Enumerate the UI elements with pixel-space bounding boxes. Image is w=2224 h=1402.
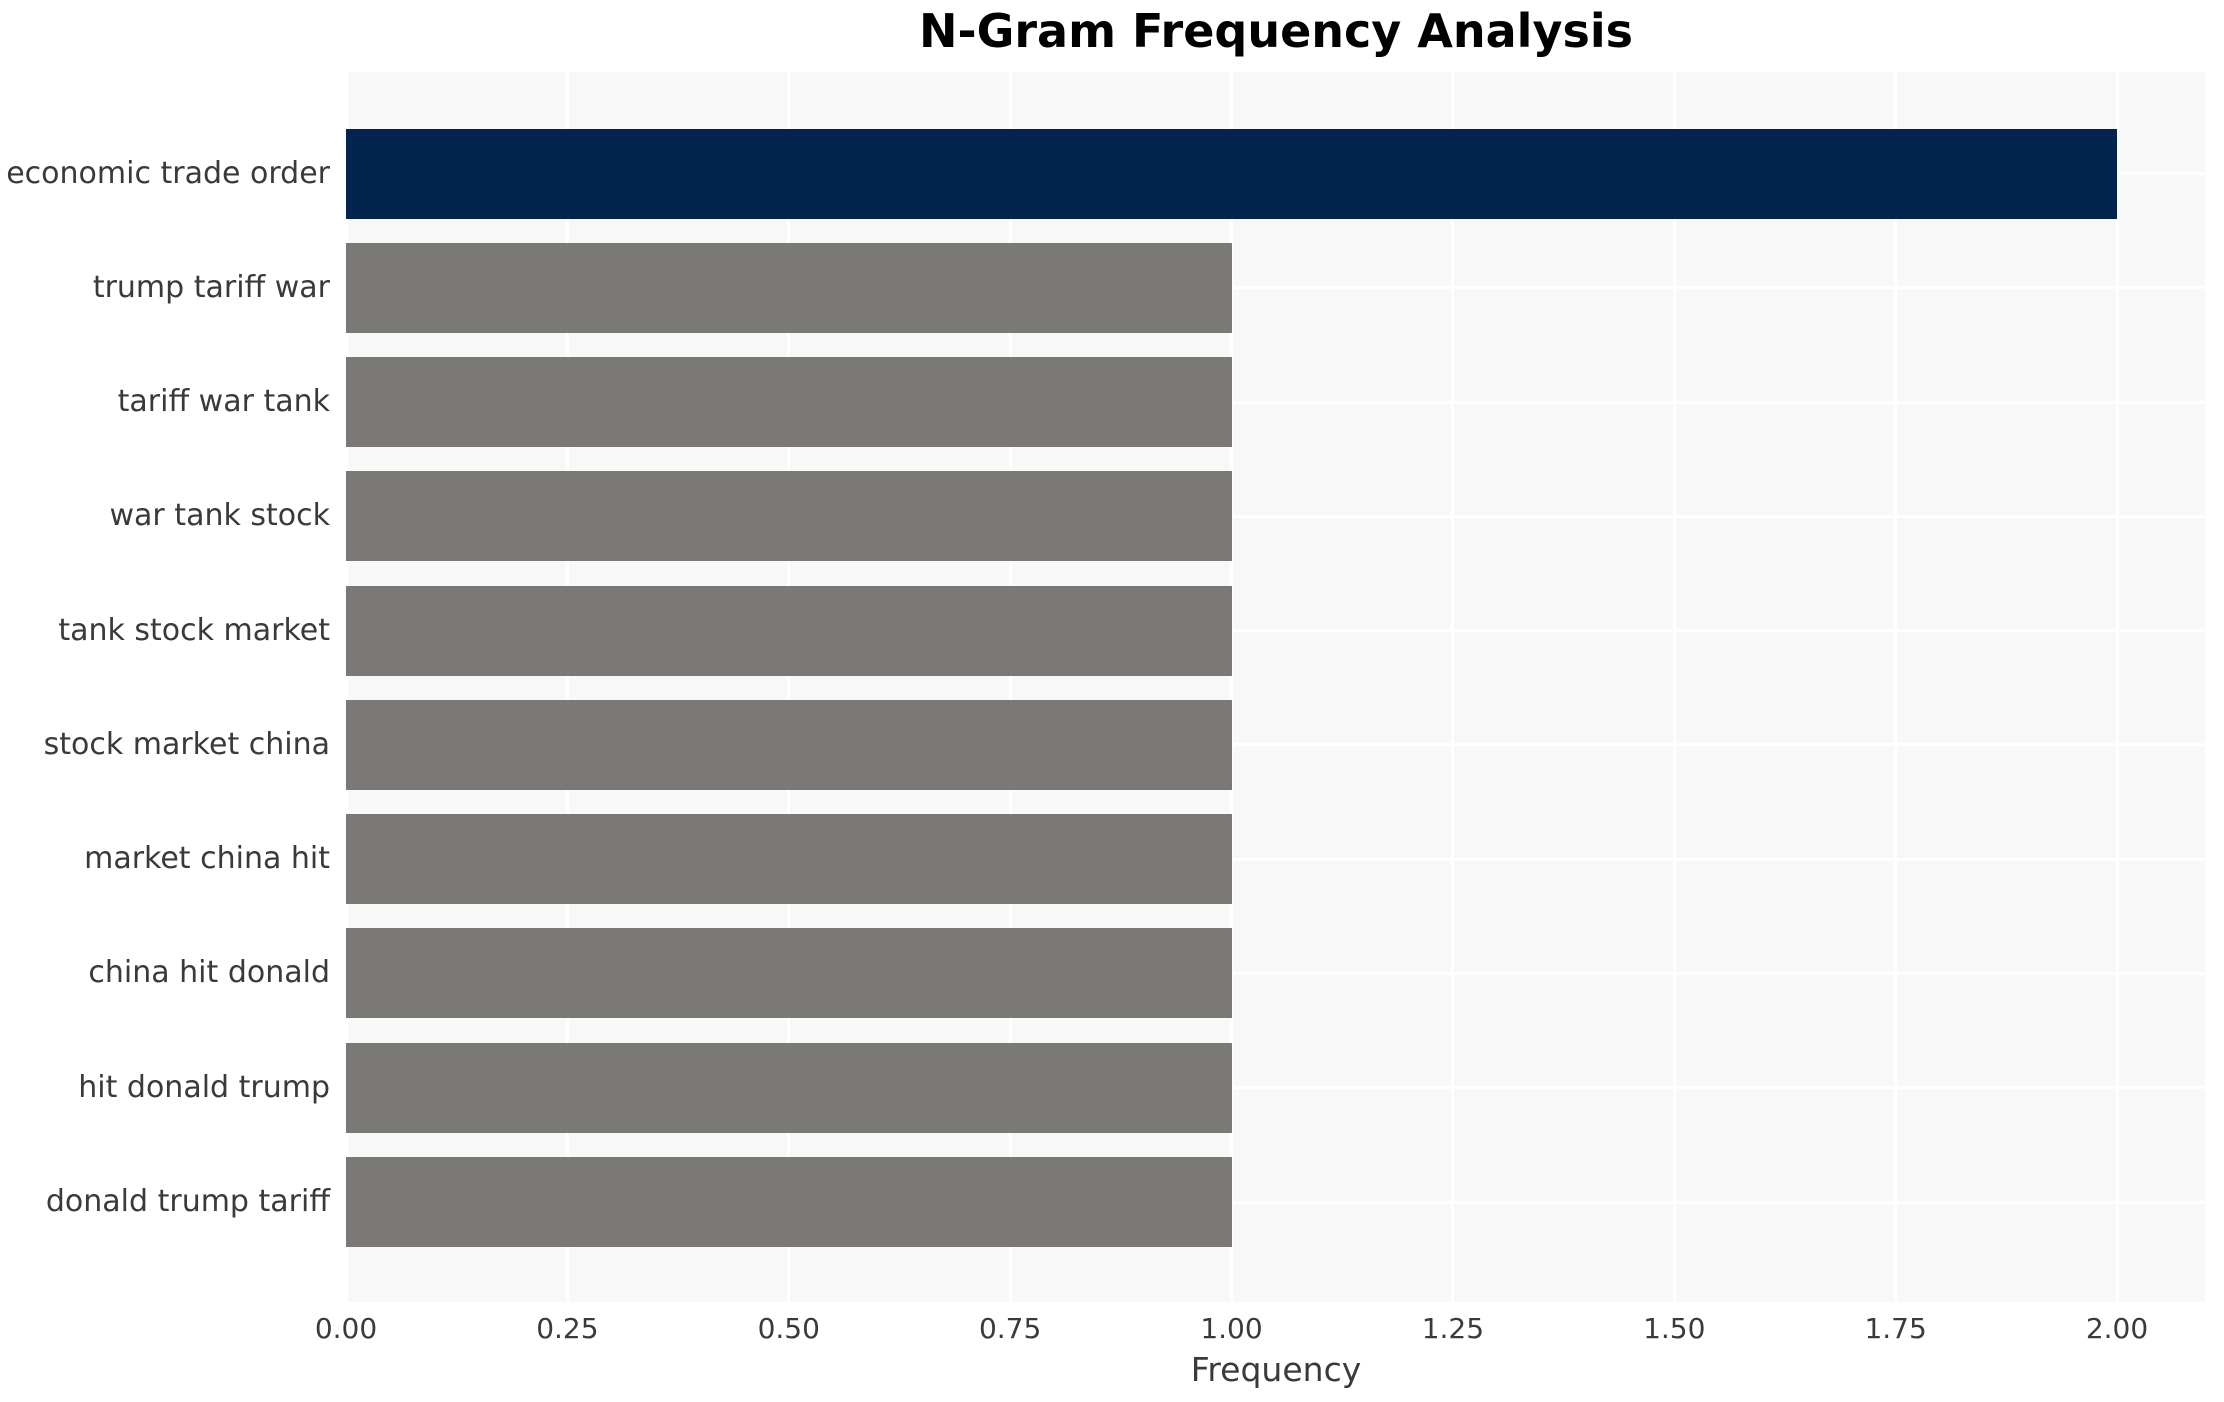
v-gridline-1.50 (1672, 72, 1676, 1302)
x-axis-label: Frequency (1190, 1350, 1362, 1389)
v-gridline-1.75 (1894, 72, 1898, 1302)
bar-hit-donald-trump (346, 1042, 1232, 1133)
y-category-label: tank stock market (58, 612, 330, 648)
h-gridline (346, 514, 2205, 518)
x-tick-label: 1.00 (1200, 1312, 1263, 1345)
bar-tank-stock-market (346, 585, 1232, 676)
x-tick-label: 0.25 (536, 1312, 599, 1345)
v-gridline-2.00 (2115, 72, 2119, 1302)
bar-economic-trade-order (346, 128, 2117, 219)
y-category-label: trump tariff war (92, 269, 330, 305)
y-category-label: stock market china (43, 726, 330, 762)
y-category-label: hit donald trump (78, 1069, 330, 1105)
x-tick-label: 1.25 (1421, 1312, 1485, 1345)
y-category-label: tariff war tank (117, 384, 330, 420)
plot-area (344, 72, 2205, 1302)
y-category-label: war tank stock (109, 498, 330, 534)
y-category-label: market china hit (84, 841, 330, 877)
chart-title: N-Gram Frequency Analysis (919, 4, 1633, 58)
x-tick-label: 1.75 (1864, 1312, 1927, 1345)
x-tick-label: 0.50 (757, 1312, 820, 1345)
h-gridline (346, 857, 2205, 861)
h-gridline (346, 971, 2205, 975)
bar-donald-trump-tariff (346, 1157, 1232, 1248)
v-gridline-1.25 (1451, 72, 1455, 1302)
y-category-label: china hit donald (88, 955, 330, 991)
bar-trump-tariff-war (346, 242, 1232, 333)
h-gridline (346, 286, 2205, 290)
v-gridline-1.00 (1230, 72, 1233, 1302)
h-gridline (346, 1086, 2205, 1090)
bar-market-china-hit (346, 814, 1232, 905)
bar-china-hit-donald (346, 928, 1232, 1019)
bar-stock-market-china (346, 699, 1232, 790)
x-tick-label: 2.00 (2085, 1312, 2149, 1345)
h-gridline (346, 400, 2205, 404)
x-tick-label: 0.00 (314, 1312, 378, 1345)
v-gridline-0.75 (1008, 72, 1012, 1302)
x-tick-label: 1.50 (1643, 1312, 1706, 1345)
bar-tariff-war-tank (346, 357, 1232, 448)
h-gridline (346, 1200, 2205, 1204)
v-gridline-0.25 (565, 72, 569, 1302)
v-gridline-0.50 (787, 72, 791, 1302)
v-gridline-0.00 (344, 72, 348, 1302)
y-category-label: economic trade order (6, 155, 330, 191)
bar-war-tank-stock (346, 471, 1232, 562)
x-tick-label: 0.75 (978, 1312, 1042, 1345)
y-category-label: donald trump tariff (45, 1184, 330, 1220)
h-gridline (346, 629, 2205, 633)
h-gridline (346, 743, 2205, 747)
